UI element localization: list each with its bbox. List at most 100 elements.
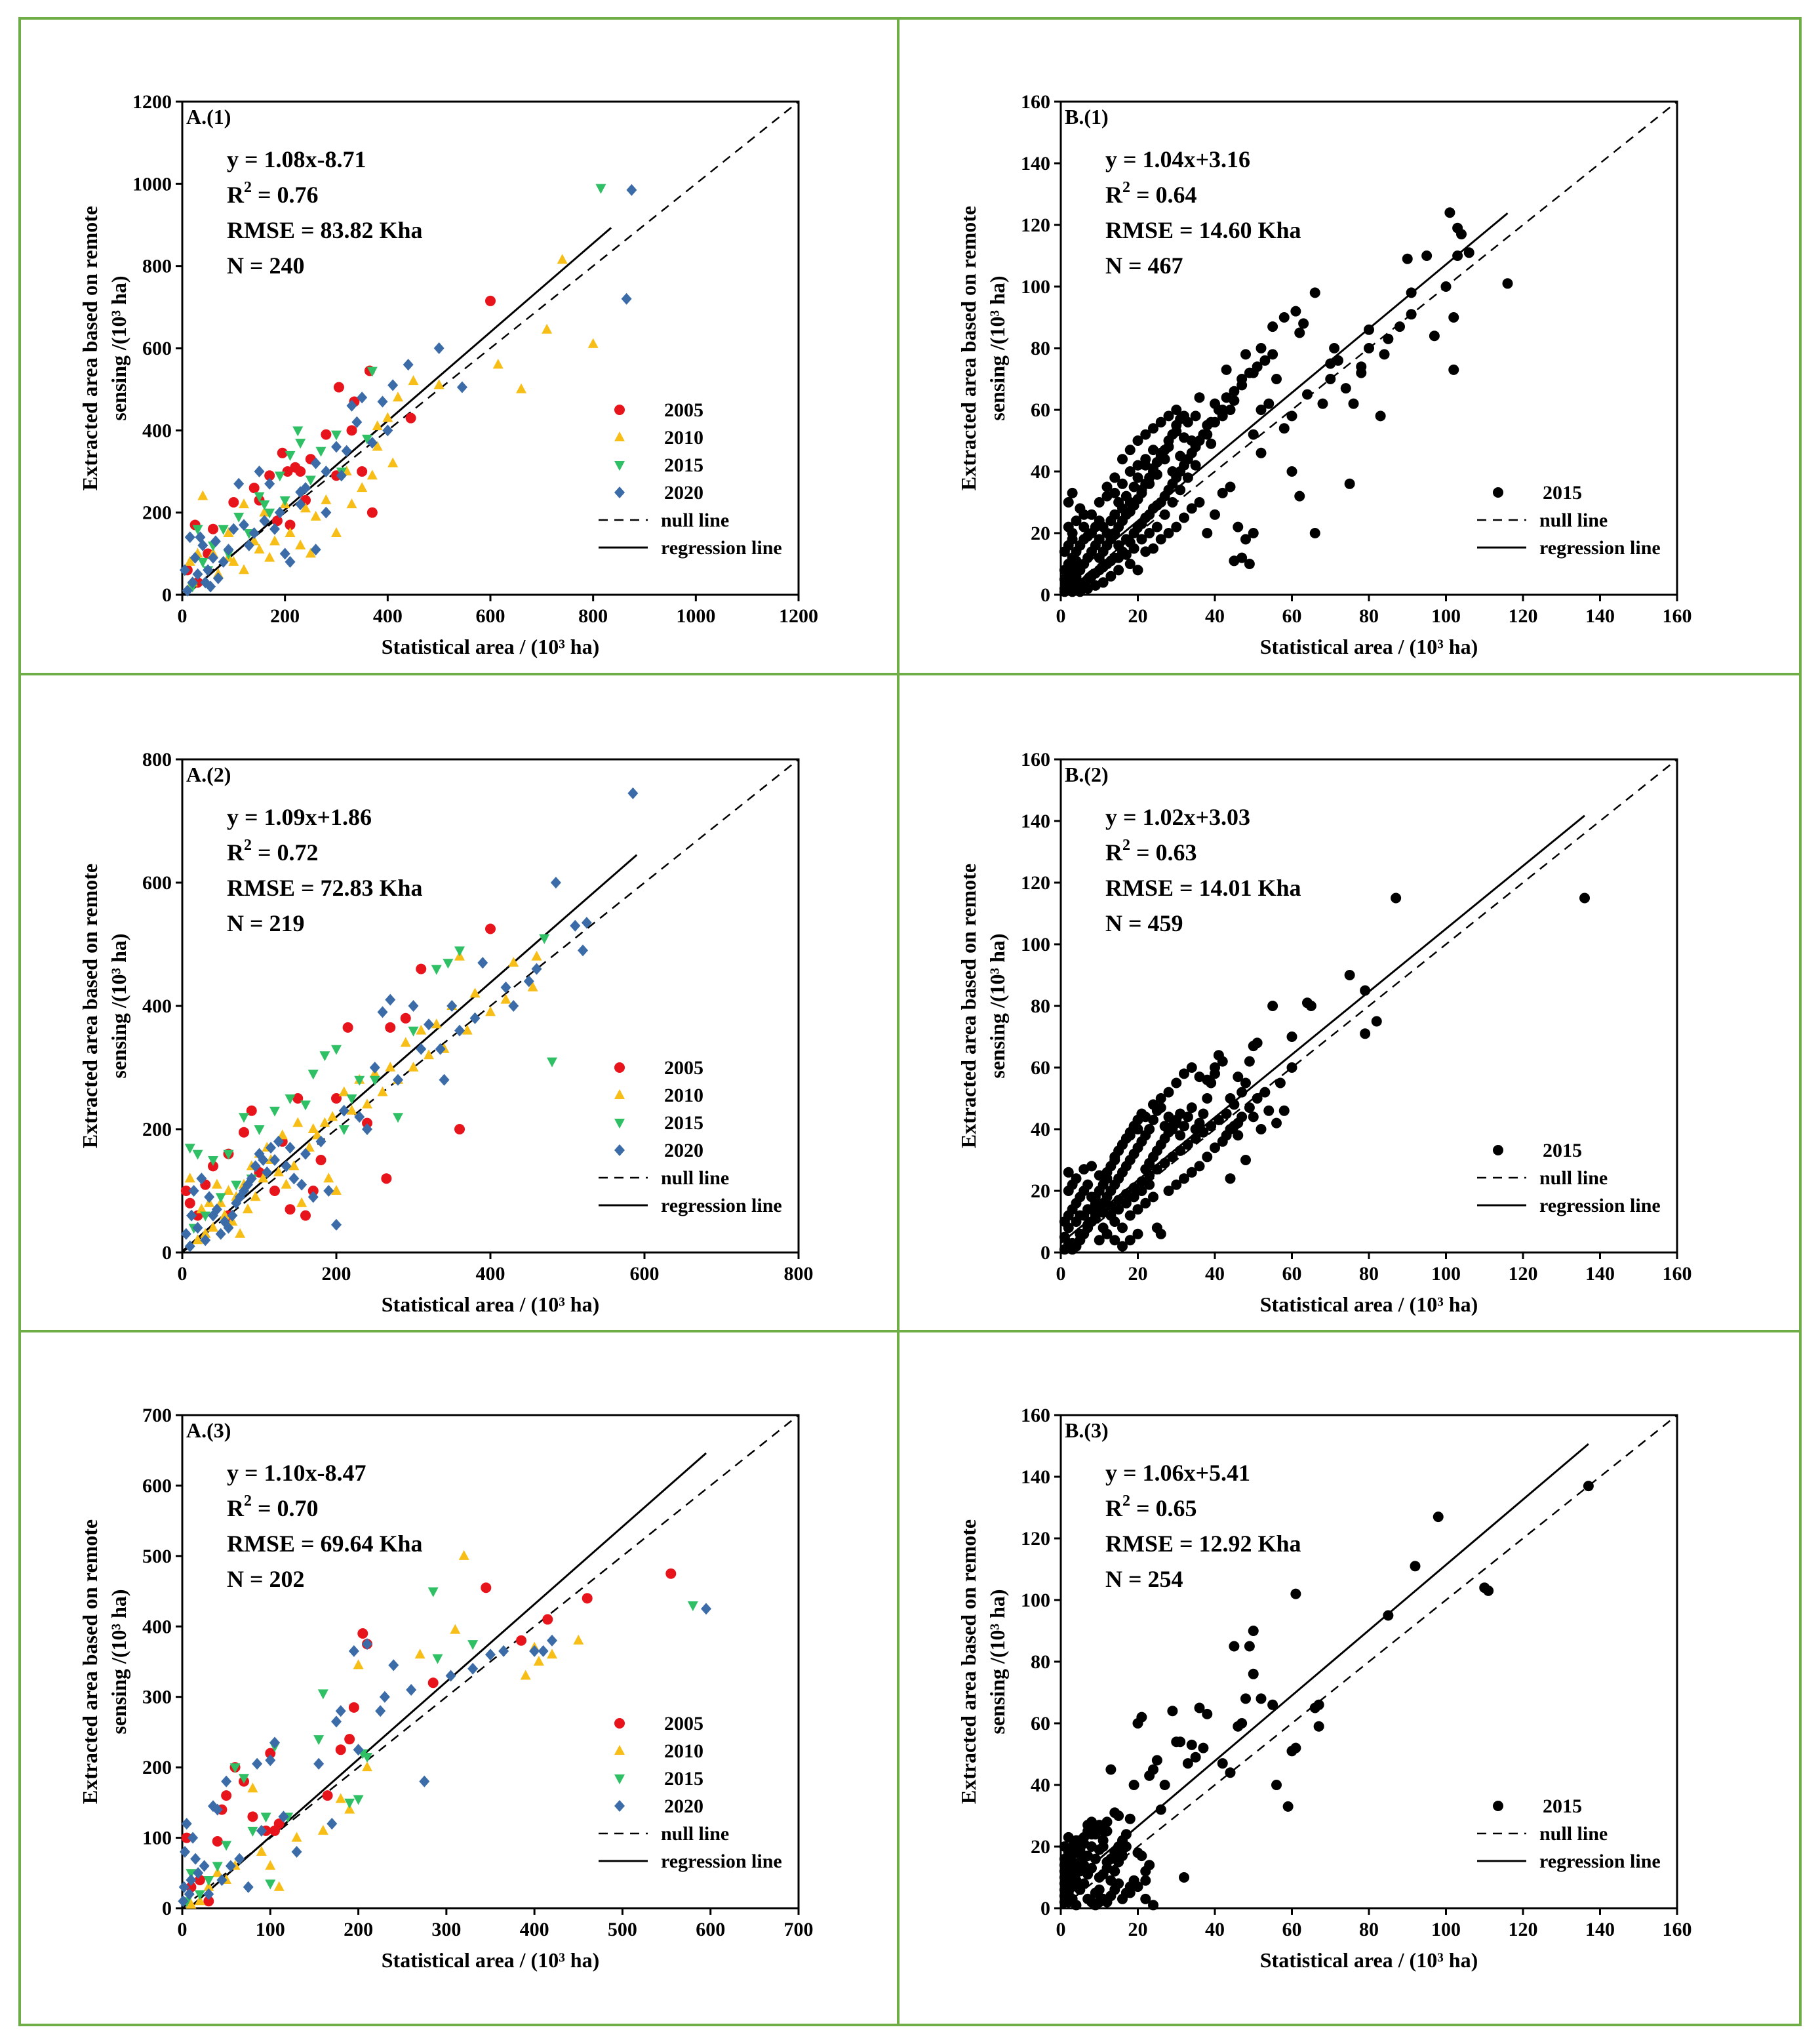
r2-superscript: 2 (244, 179, 252, 196)
data-point (239, 1774, 249, 1784)
data-point (203, 1888, 214, 1900)
data-point (211, 1178, 222, 1189)
data-point (533, 1656, 544, 1666)
data-point (304, 1142, 315, 1152)
data-point (189, 551, 201, 564)
data-point (307, 1070, 319, 1080)
data-point (1132, 494, 1143, 505)
legend-label: regression line (661, 1851, 782, 1872)
legend-label: 2020 (664, 482, 703, 504)
data-point (188, 1832, 199, 1844)
data-point (1244, 1056, 1255, 1067)
data-point (1179, 1173, 1189, 1184)
legend: 2015 null line regression line (1477, 1140, 1661, 1216)
y-tick-label: 800 (142, 256, 172, 277)
data-point (1263, 1105, 1275, 1116)
x-tick-label: 200 (270, 605, 300, 627)
data-point (1148, 1900, 1158, 1911)
chart-panel: 0 20 40 60 80 100 120 140 160 0 20 40 60 80 100 120 140 1… (957, 1405, 1692, 1972)
data-point (357, 391, 368, 404)
legend-label: null line (661, 510, 729, 531)
x-tick-label: 60 (1282, 1919, 1302, 1940)
r2-prefix: R (227, 839, 245, 866)
stat-equation: y = 1.10x-8.47 (227, 1460, 366, 1486)
data-point (192, 1234, 203, 1245)
data-point (1071, 515, 1082, 527)
data-point (1151, 521, 1162, 532)
y-tick-label: 700 (142, 1405, 172, 1426)
data-point (1421, 250, 1433, 261)
x-tick-label: 20 (1128, 605, 1148, 627)
data-point (1202, 528, 1213, 538)
data-point (485, 1649, 496, 1661)
x-tick-label: 1000 (676, 605, 715, 627)
data-point (581, 917, 592, 929)
y-axis-title-line1: Extracted area based on remote (957, 864, 980, 1148)
data-point (186, 1874, 197, 1887)
data-point (248, 527, 260, 539)
y-tick-label: 120 (1021, 214, 1050, 236)
x-axis-title: Statistical area / (10³ ha) (382, 635, 600, 658)
x-axis-title: Statistical area / (10³ ha) (382, 1948, 600, 1972)
data-point (1082, 574, 1094, 585)
data-point (614, 461, 625, 471)
data-point (313, 1735, 325, 1746)
x-tick-label: 80 (1359, 1919, 1379, 1940)
stat-rmse: RMSE = 14.01 Kha (1105, 875, 1301, 901)
data-point (338, 1086, 349, 1096)
data-point (1159, 1780, 1170, 1790)
data-point (346, 399, 357, 412)
data-point (614, 487, 625, 498)
x-tick-label: 160 (1663, 605, 1692, 627)
x-tick-label: 80 (1359, 605, 1379, 627)
data-point (285, 555, 296, 568)
data-point (547, 1634, 557, 1647)
data-point (408, 1000, 419, 1012)
data-point (1225, 1173, 1236, 1184)
data-point (1144, 1770, 1155, 1781)
data-point (385, 1022, 396, 1033)
data-point (427, 1587, 439, 1597)
data-point (1493, 487, 1503, 498)
data-point (1171, 1179, 1182, 1190)
x-tick-label: 0 (1056, 605, 1066, 627)
data-point (208, 1222, 218, 1232)
data-point (307, 1191, 319, 1203)
data-point (296, 1178, 307, 1191)
data-point (322, 1790, 333, 1801)
legend-label: 2015 (664, 1112, 703, 1134)
x-axis-title: Statistical area / (10³ ha) (1260, 635, 1478, 658)
data-point (1117, 1241, 1128, 1252)
data-point (1433, 1511, 1444, 1523)
data-point (485, 923, 496, 934)
stat-equation: y = 1.04x+3.16 (1105, 146, 1250, 172)
data-point (357, 466, 368, 477)
y-tick-label: 200 (142, 502, 172, 524)
data-point (1236, 374, 1248, 384)
data-point (184, 1172, 195, 1183)
data-point (197, 557, 208, 568)
data-point (1190, 1752, 1201, 1763)
data-point (1333, 355, 1343, 366)
data-point (1171, 521, 1182, 532)
data-point (260, 1812, 271, 1823)
legend-label: 2020 (664, 1140, 703, 1161)
data-point (1155, 416, 1166, 428)
data-point (1094, 1896, 1105, 1908)
data-point (462, 1024, 473, 1035)
data-point (1252, 1093, 1263, 1104)
data-point (277, 1129, 288, 1140)
data-point (1186, 1102, 1197, 1113)
x-tick-label: 20 (1128, 1263, 1148, 1285)
stat-rmse: RMSE = 83.82 Kha (227, 217, 423, 243)
data-point (1240, 1693, 1251, 1704)
series-2020 (178, 1603, 711, 1908)
data-point (353, 1795, 364, 1805)
data-point (1140, 1893, 1151, 1904)
data-point (1117, 1222, 1128, 1233)
data-point (262, 1166, 273, 1178)
data-point (379, 1691, 390, 1703)
data-point (1136, 518, 1147, 529)
data-point (369, 1075, 380, 1086)
data-point (233, 477, 245, 490)
